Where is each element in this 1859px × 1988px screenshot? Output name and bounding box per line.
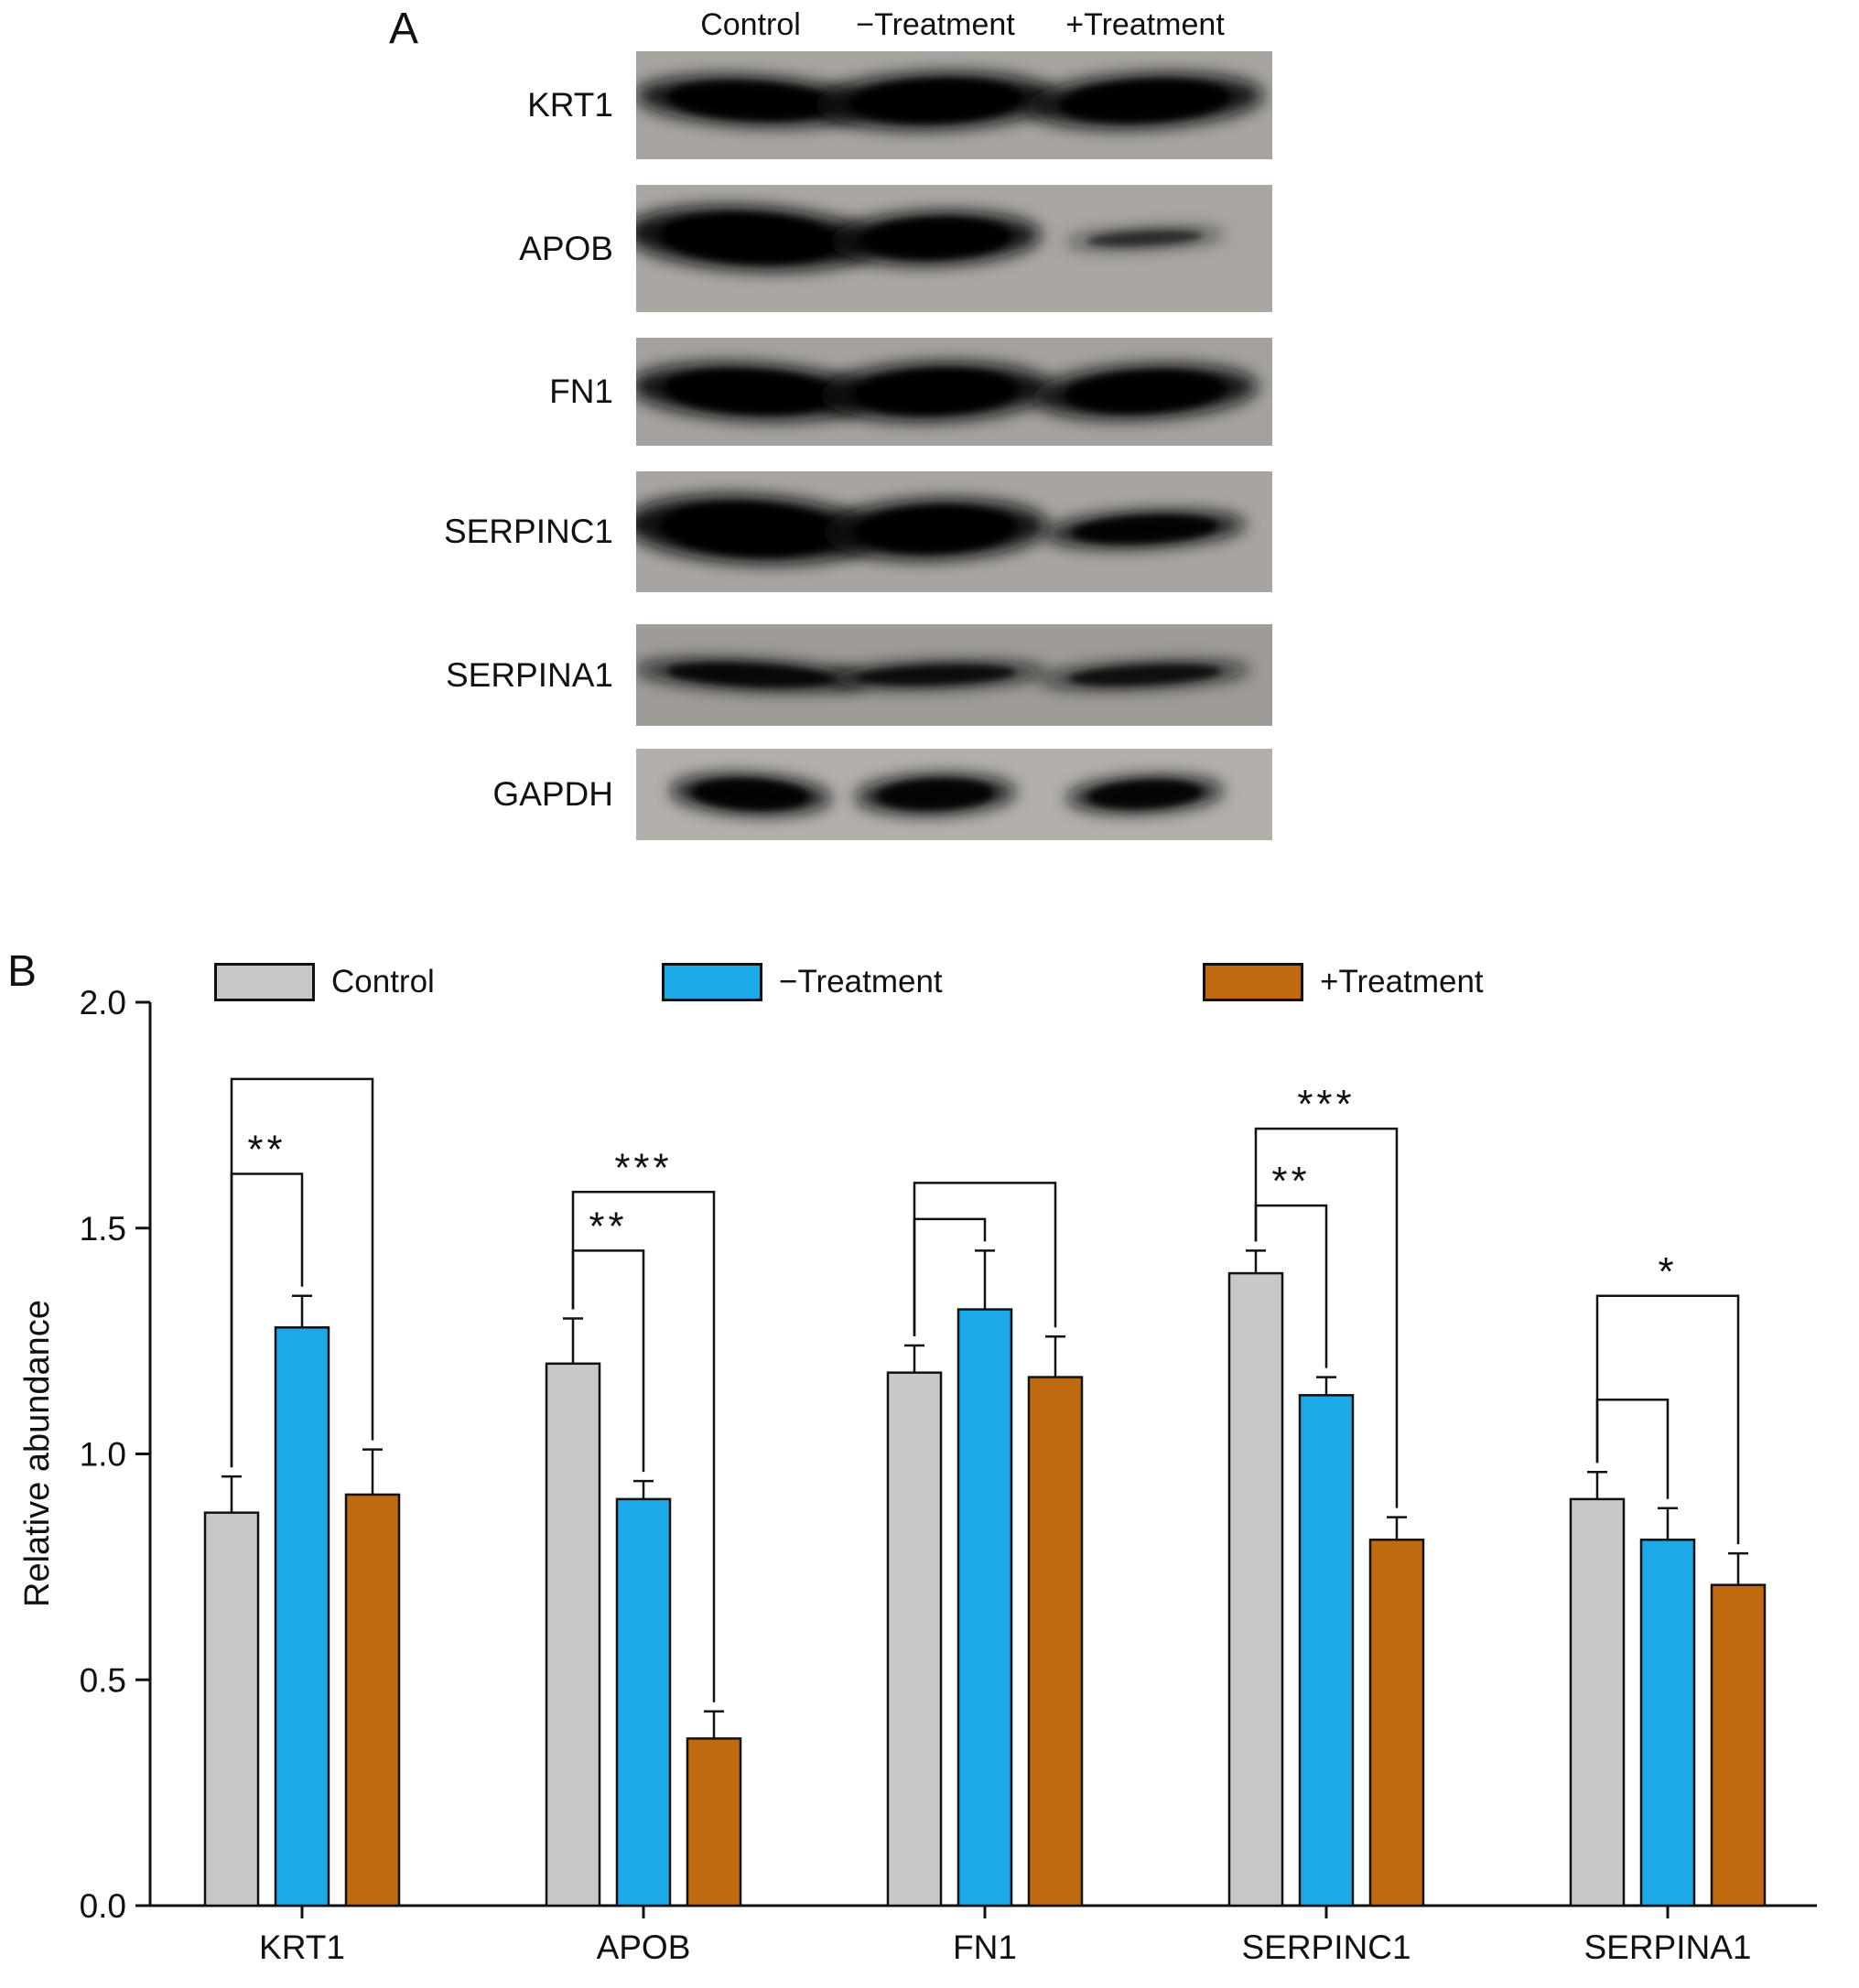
- significance-bracket: [913, 1182, 1057, 1337]
- bar: [686, 1737, 742, 1907]
- blot-band: [1039, 660, 1251, 690]
- significance-bracket: [571, 1191, 716, 1702]
- bar: [1298, 1394, 1355, 1907]
- x-category-label: SERPINA1: [1583, 1929, 1751, 1966]
- y-tick-label: 0.0: [80, 1887, 126, 1925]
- bar: [1227, 1271, 1284, 1907]
- blot-band: [670, 773, 831, 816]
- blot-label: APOB: [519, 229, 613, 267]
- blot-col-header-plus-treatment: +Treatment: [1065, 7, 1225, 42]
- significance-bracket: [1595, 1294, 1740, 1545]
- bar: [274, 1326, 330, 1907]
- significance-label: **: [247, 1128, 286, 1172]
- blot-band: [855, 773, 1016, 816]
- bar: [203, 1511, 260, 1907]
- bar: [957, 1308, 1013, 1907]
- legend-swatch-minus-treatment: [662, 963, 762, 1001]
- blot-image: [636, 51, 1272, 159]
- blot-image: [636, 185, 1272, 312]
- significance-label: *: [1658, 1249, 1677, 1294]
- blot-label: KRT1: [527, 86, 613, 124]
- bar: [1569, 1497, 1626, 1907]
- blot-band: [829, 211, 1042, 265]
- bar: [344, 1493, 401, 1907]
- legend-swatch-plus-treatment: [1203, 963, 1303, 1001]
- blot-label: GAPDH: [492, 775, 613, 813]
- blot-band: [636, 494, 877, 564]
- blot-band: [1044, 510, 1246, 548]
- bar: [1027, 1376, 1084, 1907]
- blot-band: [1066, 775, 1224, 814]
- blot-band: [1065, 227, 1226, 250]
- blot-label: FN1: [549, 373, 613, 410]
- panel-a-label: A: [389, 5, 419, 53]
- legend-label-control: Control: [331, 964, 435, 999]
- significance-bracket: [230, 1077, 374, 1468]
- blot-image: [636, 471, 1272, 592]
- panel-b-label: B: [7, 947, 38, 996]
- bar: [886, 1371, 943, 1907]
- significance-label: ***: [614, 1145, 672, 1190]
- blot-col-header-minus-treatment: −Treatment: [856, 7, 1015, 42]
- bar: [615, 1497, 672, 1907]
- x-category-label: KRT1: [259, 1929, 345, 1966]
- y-tick-label: 1.5: [80, 1210, 126, 1248]
- blot-image: [636, 624, 1272, 726]
- significance-label: ***: [1297, 1082, 1355, 1127]
- y-tick-label: 1.0: [80, 1436, 126, 1474]
- bar: [1710, 1583, 1767, 1907]
- legend-label-minus-treatment: −Treatment: [779, 964, 943, 999]
- x-category-label: FN1: [953, 1929, 1017, 1966]
- blot-band: [636, 75, 867, 127]
- significance-label: **: [1271, 1159, 1310, 1204]
- bar: [545, 1362, 601, 1907]
- blot-band: [636, 658, 867, 692]
- legend-item-control: Control: [214, 963, 435, 1001]
- legend-swatch-control: [214, 963, 315, 1001]
- legend-item-plus-treatment: +Treatment: [1203, 963, 1484, 1001]
- legend-label-plus-treatment: +Treatment: [1320, 964, 1484, 999]
- significance-bracket: [1254, 1127, 1399, 1508]
- blot-label: SERPINC1: [443, 513, 613, 550]
- blot-band: [819, 362, 1052, 422]
- blot-band: [1026, 73, 1264, 129]
- significance-label: **: [589, 1204, 627, 1248]
- blot-image: [636, 338, 1272, 446]
- blot-band: [636, 205, 877, 271]
- blot-band: [1032, 363, 1259, 420]
- blot-label: SERPINA1: [445, 655, 613, 694]
- blot-band: [822, 499, 1049, 560]
- y-tick-label: 2.0: [80, 984, 126, 1021]
- legend-item-minus-treatment: −Treatment: [662, 963, 943, 1001]
- significance-bracket: [1595, 1399, 1670, 1499]
- x-category-label: APOB: [597, 1929, 691, 1966]
- x-category-label: SERPINC1: [1241, 1929, 1410, 1966]
- bar: [1368, 1539, 1425, 1907]
- blot-band: [636, 362, 871, 421]
- blot-band: [815, 72, 1056, 130]
- blot-col-header-control: Control: [700, 7, 801, 42]
- bar-chart: 0.0 0.5 1.0 1.5 2.0 KRT1 APOB FN1 SERPINC1 SERPIN…: [80, 984, 1817, 1966]
- bar: [1639, 1539, 1696, 1907]
- y-tick-label: 0.5: [80, 1661, 126, 1699]
- blot-image: [636, 749, 1272, 840]
- blot-band: [825, 661, 1046, 689]
